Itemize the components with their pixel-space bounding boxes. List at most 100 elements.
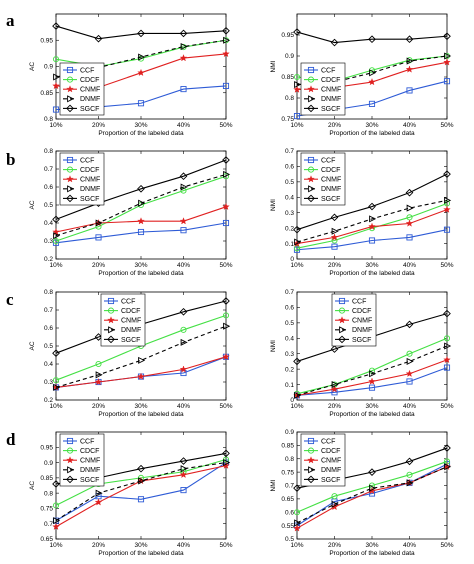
data-point-sgcf [405,457,414,466]
legend-marker-cnmf [66,175,74,183]
data-point-dnmf [223,36,231,44]
series-line-sgcf [296,173,448,231]
data-point-dnmf [294,519,302,527]
data-point-sgcf [293,28,301,36]
x-axis-label: Proportion of the labeled data [98,130,184,137]
chart-panel-1: 0.8 0.85 0.9 0.95 10% 20% 30% 40% 50% Proportion … [6,11,233,137]
chart-panel-5: 0.2 0.3 0.4 0.5 0.6 0.7 0.8 10% 20% 30% 40% 50% Prop… [6,289,233,418]
data-point-cnmf [222,202,230,211]
y-tick-label: 0.4 [44,361,53,368]
legend-label-cnmf: CNMF [80,458,100,465]
data-point-dnmf [444,463,452,471]
data-point-dnmf [95,371,103,379]
data-point-cnmf [94,378,103,386]
legend-label-ccf: CCF [321,438,335,445]
y-tick-label: 0.3 [44,238,53,245]
y-tick-label: 0.85 [40,475,53,482]
legend-marker-ccf [338,297,346,305]
legend-label-cdcf: CDCF [321,448,340,455]
y-tick-label: 0.7 [44,307,53,314]
data-point-dnmf [53,383,61,391]
data-point-sgcf [222,449,230,458]
data-point-dnmf [444,342,452,350]
data-point-ccf [443,226,451,233]
data-point-dnmf [138,53,146,61]
y-axis-label: NMI [270,479,277,491]
data-point-cnmf [52,81,60,90]
data-point-dnmf [331,381,339,389]
data-point-sgcf [293,357,301,366]
series-line-dnmf [296,55,448,86]
y-axis-label: NMI [270,60,277,72]
data-point-cnmf [52,228,60,236]
legend-label-sgcf: SGCF [321,106,340,113]
data-point-sgcf [222,297,230,305]
y-tick-label: 0.3 [285,210,294,217]
legend-marker-dnmf [308,185,316,193]
data-point-dnmf [53,517,61,525]
data-point-cdcf [95,360,102,368]
legend-label-ccf: CCF [321,157,335,164]
legend-label-dnmf: DNMF [321,96,341,103]
x-tick-label: 20% [92,262,105,269]
series-line-sgcf [55,159,227,220]
legend: CCF CDCF CNMF DNMF SGCF [59,62,105,116]
x-tick-label: 30% [134,403,147,410]
y-tick-label: 0.95 [40,37,53,44]
y-tick-label: 0 [290,397,294,404]
y-tick-label: 0.1 [285,241,294,248]
legend: CCF CDCF CNMF DNMF SGCF [59,152,105,206]
legend-label-sgcf: SGCF [352,337,371,344]
legend-marker-sgcf [107,335,115,344]
y-tick-label: 0.9 [285,53,294,60]
legend-marker-cnmf [307,456,315,464]
series-line-cdcf [296,337,448,395]
legend-marker-cdcf [66,76,74,83]
legend-label-cdcf: CDCF [321,77,340,84]
y-tick-label: 0.4 [44,220,53,227]
legend-marker-ccf [307,66,315,74]
chart-panel-3: 0.2 0.3 0.4 0.5 0.6 0.7 0.8 10% 20% 30% 40% 50% Prop… [6,148,233,277]
x-tick-label: 10% [290,122,303,129]
x-tick-label: 10% [49,122,62,129]
x-tick-label: 40% [177,122,190,129]
x-tick-label: 50% [440,542,453,549]
data-point-dnmf [95,489,103,497]
series-line-ccf [55,222,227,244]
data-point-cdcf [293,245,301,252]
legend: CCF CDCF CNMF DNMF SGCF [100,293,146,347]
data-point-ccf [368,384,376,391]
legend-marker-sgcf [307,475,315,484]
series-line-dnmf [296,466,448,524]
x-axis-label: Proportion of the labeled data [98,550,184,557]
data-point-ccf [293,113,301,120]
data-point-ccf [406,234,413,241]
data-point-ccf [443,78,451,85]
data-point-cdcf [52,56,60,63]
y-tick-label: 0.6 [44,184,53,191]
data-point-sgcf [330,38,339,47]
data-point-cdcf [222,312,230,319]
data-point-cnmf [179,54,188,62]
data-point-sgcf [405,35,414,44]
data-point-dnmf [180,183,188,191]
legend-label-dnmf: DNMF [80,467,100,474]
data-point-sgcf [222,26,230,35]
data-point-ccf [52,239,60,246]
data-point-dnmf [369,484,377,492]
legend-marker-sgcf [66,104,74,113]
legend-label-cdcf: CDCF [80,77,99,84]
data-point-dnmf [223,170,231,178]
data-point-ccf [137,228,145,236]
legend-label-ccf: CCF [321,67,335,74]
x-tick-label: 50% [219,542,232,549]
panel-label: c [6,290,14,309]
legend-marker-ccf [66,156,74,164]
legend-marker-sgcf [66,475,74,484]
data-point-dnmf [223,322,231,330]
data-point-sgcf [52,215,60,224]
data-point-sgcf [52,349,60,358]
y-axis-label: NMI [270,199,277,211]
data-point-dnmf [53,73,61,81]
